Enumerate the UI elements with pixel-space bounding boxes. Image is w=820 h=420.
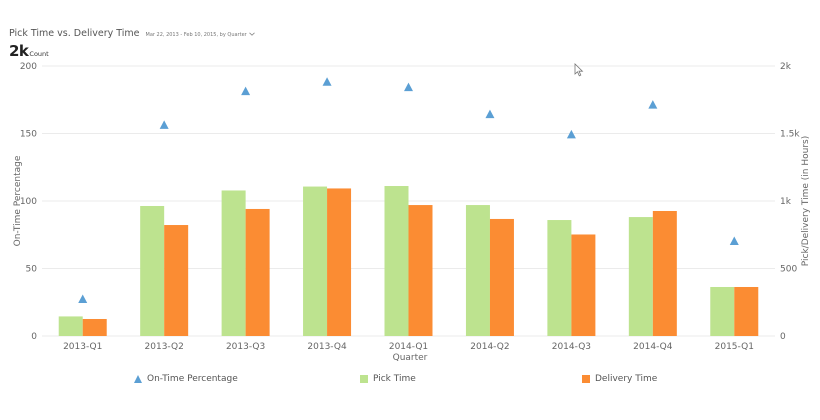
right-y-tick: 0 — [780, 332, 786, 342]
on-time-triangle-marker[interactable] — [159, 120, 169, 129]
delivery-time-bar[interactable] — [82, 318, 107, 336]
legend-label: On-Time Percentage — [147, 374, 238, 384]
right-y-tick: 1k — [780, 197, 792, 207]
right-y-tick: 500 — [780, 265, 797, 275]
on-time-triangle-marker[interactable] — [241, 86, 251, 96]
square-icon — [582, 375, 590, 383]
square-icon — [360, 375, 368, 383]
on-time-triangle-marker[interactable] — [485, 109, 495, 119]
x-tick-label: 2014-Q2 — [470, 342, 509, 352]
delivery-time-bar[interactable] — [327, 188, 352, 336]
delivery-time-bar[interactable] — [164, 225, 189, 336]
pick-time-bar[interactable] — [465, 205, 490, 336]
mouse-pointer-icon — [574, 62, 584, 81]
x-tick-label: 2014-Q1 — [389, 342, 428, 352]
kpi-unit: Count — [29, 50, 49, 58]
x-axis-title: Quarter — [393, 353, 428, 363]
date-range-label: Mar 22, 2013 - Feb 10, 2015, by Quarter — [145, 32, 247, 38]
legend-label: Delivery Time — [595, 374, 658, 384]
on-time-triangle-marker[interactable] — [78, 294, 88, 304]
triangle-icon — [134, 375, 142, 383]
legend-item-pick-time[interactable]: Pick Time — [360, 374, 416, 384]
right-y-axis-title: Pick/Delivery Time (in Hours) — [801, 136, 811, 266]
delivery-time-bar[interactable] — [489, 218, 514, 336]
delivery-time-bar[interactable] — [571, 234, 596, 336]
pick-time-bar[interactable] — [547, 220, 572, 336]
on-time-triangle-marker[interactable] — [566, 129, 576, 139]
x-tick-label: 2013-Q1 — [63, 342, 102, 352]
combo-chart: 0 50 100 150 200 0 500 1k 1.5k 2k 2013-Q1 2013-Q2… — [13, 62, 811, 363]
on-time-triangle-marker[interactable] — [648, 100, 658, 109]
right-y-tick: 1.5k — [780, 130, 800, 140]
left-y-tick: 50 — [26, 265, 38, 275]
pick-time-bar[interactable] — [221, 190, 246, 336]
left-y-axis-title: On-Time Percentage — [13, 155, 23, 246]
legend-item-delivery-time[interactable]: Delivery Time — [582, 374, 657, 384]
pick-time-bar[interactable] — [628, 217, 653, 336]
on-time-triangle-marker[interactable] — [404, 82, 413, 92]
pick-time-bar[interactable] — [710, 286, 735, 336]
pick-time-bar[interactable] — [303, 186, 328, 336]
right-y-tick: 2k — [780, 62, 792, 72]
left-y-tick: 200 — [20, 62, 37, 72]
x-tick-label: 2014-Q4 — [633, 342, 673, 352]
delivery-time-bar[interactable] — [734, 286, 759, 336]
chart-header: Pick Time vs. Delivery Time Mar 22, 2013… — [9, 28, 255, 39]
pick-time-bar[interactable] — [140, 205, 165, 336]
x-axis: 2013-Q1 2013-Q2 2013-Q3 2013-Q4 2014-Q1 2014-… — [63, 342, 754, 352]
on-time-triangle-marker[interactable] — [322, 77, 332, 86]
x-tick-label: 2013-Q4 — [307, 342, 347, 352]
x-tick-label: 2014-Q3 — [552, 342, 591, 352]
pick-time-bar[interactable] — [58, 316, 83, 336]
chart-title: Pick Time vs. Delivery Time — [9, 28, 140, 39]
left-y-tick: 100 — [20, 197, 37, 207]
pick-time-bar[interactable] — [384, 186, 409, 336]
left-y-tick: 0 — [31, 332, 37, 342]
chart-legend: On-Time Percentage Pick Time Delivery Ti… — [0, 374, 820, 390]
kpi-value: 2k — [9, 42, 29, 60]
kpi-summary: 2k Count — [9, 42, 49, 60]
left-y-tick: 150 — [20, 130, 37, 140]
delivery-time-bar[interactable] — [245, 208, 270, 336]
on-time-triangle-marker[interactable] — [729, 236, 739, 246]
x-tick-label: 2015-Q1 — [715, 342, 754, 352]
legend-item-on-time[interactable]: On-Time Percentage — [134, 374, 238, 384]
delivery-time-bar[interactable] — [408, 205, 433, 336]
x-tick-label: 2013-Q2 — [145, 342, 184, 352]
date-range-dropdown[interactable]: Mar 22, 2013 - Feb 10, 2015, by Quarter — [146, 32, 255, 38]
delivery-time-bar[interactable] — [652, 210, 677, 336]
x-tick-label: 2013-Q3 — [226, 342, 265, 352]
on-time-markers — [78, 77, 739, 304]
chevron-down-icon — [248, 32, 255, 38]
left-y-axis: 0 50 100 150 200 — [20, 62, 37, 342]
bar-series — [58, 186, 759, 336]
legend-label: Pick Time — [373, 374, 416, 384]
right-y-axis: 0 500 1k 1.5k 2k — [780, 62, 800, 342]
